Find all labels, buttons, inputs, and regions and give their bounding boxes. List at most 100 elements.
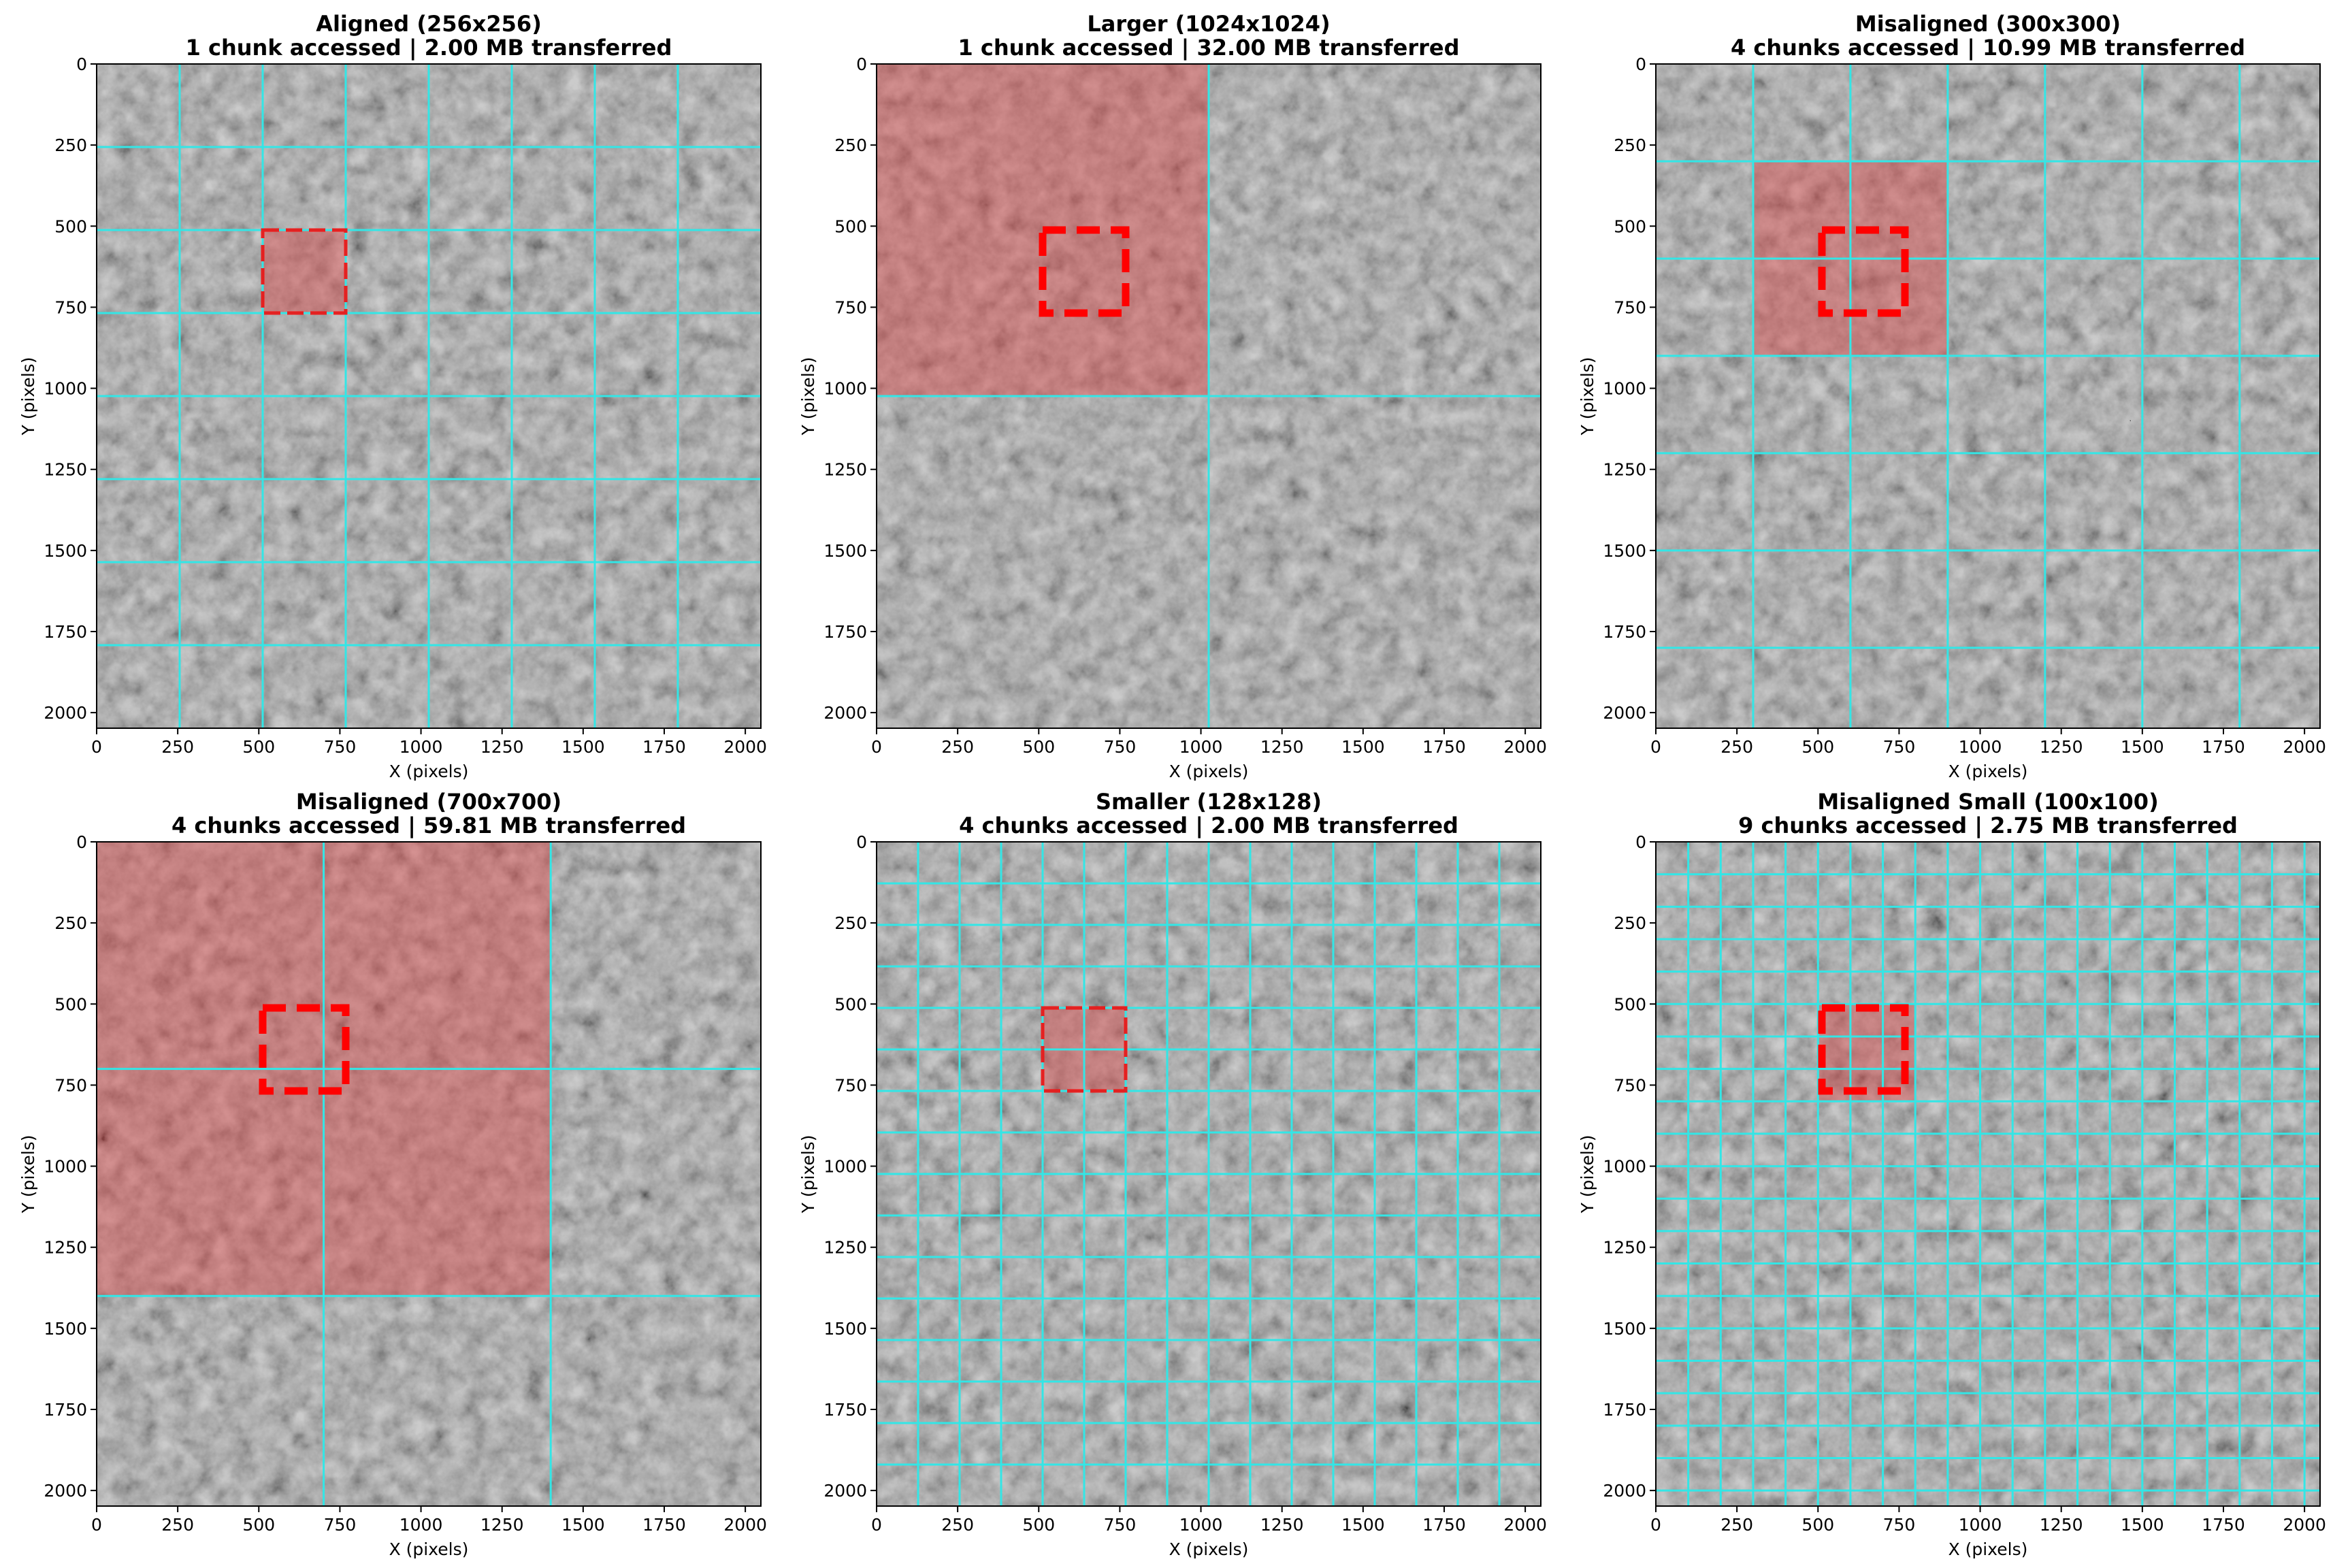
x-tick-label: 1000 (399, 737, 443, 757)
x-tick-label: 2000 (723, 737, 767, 757)
y-tick-label: 500 (834, 216, 867, 236)
x-tick-label: 1000 (1179, 1515, 1223, 1535)
x-tick-label: 1500 (1341, 737, 1385, 757)
y-tick-label: 0 (1635, 832, 1646, 852)
subplot-panels: 0 250 500 750 1000 1250 1500 1750 20000250500750… (18, 11, 2326, 1559)
x-tick-label: 0 (1650, 1515, 1661, 1535)
x-tick-label: 0 (1650, 737, 1661, 757)
subplot-title: Misaligned (700x700) (296, 789, 561, 815)
y-axis-label: Y (pixels) (1578, 357, 1597, 436)
y-tick-label: 1000 (44, 379, 87, 399)
image-texture (1656, 842, 2320, 1506)
y-tick-label: 1250 (44, 1238, 87, 1258)
plot-area (97, 842, 761, 1506)
axes-frame (876, 841, 1541, 1507)
y-tick-label: 750 (54, 1075, 87, 1095)
x-tick-label: 1750 (1422, 737, 1466, 757)
y-tick-label: 1500 (44, 541, 87, 561)
plot-area (877, 64, 1541, 728)
x-tick-label: 0 (871, 1515, 882, 1535)
x-axis-label: X (pixels) (1948, 1539, 2028, 1559)
y-tick-label: 250 (834, 913, 867, 933)
subplot-subtitle: 4 chunks accessed | 2.00 MB transferred (959, 813, 1458, 839)
y-tick-label: 0 (76, 54, 87, 74)
x-tick-label: 1500 (1341, 1515, 1385, 1535)
subplot-6: 0 250 500 750 1000 1250 1500 1750 20000250500750… (1578, 789, 2326, 1559)
y-tick-label: 500 (54, 216, 87, 236)
x-tick-label: 2000 (1503, 1515, 1547, 1535)
y-tick-label: 0 (1635, 54, 1646, 74)
y-tick-label: 1750 (44, 1400, 87, 1420)
y-tick-label: 750 (1614, 297, 1646, 317)
subplot-title: Aligned (256x256) (316, 11, 542, 37)
y-tick-label: 1500 (823, 541, 867, 561)
y-tick-label: 500 (1614, 994, 1646, 1014)
x-tick-label: 2000 (2283, 1515, 2326, 1535)
y-tick-label: 1750 (823, 622, 867, 642)
subplot-5: 0 250 500 750 1000 1250 1500 1750 20000250500750… (798, 789, 1547, 1559)
x-axis-label: X (pixels) (1169, 762, 1249, 781)
x-tick-label: 250 (1720, 1515, 1753, 1535)
y-tick-label: 1250 (823, 1238, 867, 1258)
y-tick-label: 2000 (1603, 703, 1646, 723)
y-axis-label: Y (pixels) (18, 1135, 38, 1214)
subplot-3: 0 250 500 750 1000 1250 1500 1750 20000250500750… (1578, 11, 2326, 781)
y-tick-label: 250 (1614, 913, 1646, 933)
y-tick-label: 1750 (1603, 1400, 1646, 1420)
x-tick-label: 2000 (723, 1515, 767, 1535)
y-tick-label: 1500 (1603, 541, 1646, 561)
y-tick-label: 2000 (44, 1481, 87, 1501)
x-tick-label: 1750 (1422, 1515, 1466, 1535)
x-tick-label: 1500 (561, 1515, 605, 1535)
x-tick-label: 1000 (1959, 1515, 2002, 1535)
axes-frame (1655, 63, 2321, 729)
subplot-1: 0 250 500 750 1000 1250 1500 1750 20000250500750… (18, 11, 767, 781)
subplot-subtitle: 4 chunks accessed | 59.81 MB transferred (172, 813, 686, 839)
subplot-title: Misaligned (300x300) (1855, 11, 2121, 37)
y-tick-label: 750 (834, 297, 867, 317)
x-tick-label: 1000 (399, 1515, 443, 1535)
y-tick-label: 0 (856, 832, 867, 852)
y-axis-label: Y (pixels) (798, 357, 818, 436)
axes-frame (96, 841, 762, 1507)
subplot-title: Larger (1024x1024) (1087, 11, 1330, 37)
y-tick-label: 750 (1614, 1075, 1646, 1095)
query-box (1818, 226, 1909, 317)
y-tick-label: 1750 (823, 1400, 867, 1420)
y-tick-label: 1000 (44, 1157, 87, 1177)
y-tick-label: 750 (54, 297, 87, 317)
x-tick-label: 500 (1801, 1515, 1834, 1535)
y-tick-label: 500 (1614, 216, 1646, 236)
query-box (261, 228, 348, 315)
y-tick-label: 1250 (1603, 460, 1646, 480)
query-box (259, 1004, 350, 1095)
y-tick-label: 1500 (44, 1319, 87, 1339)
y-tick-label: 1250 (823, 460, 867, 480)
y-tick-label: 750 (834, 1075, 867, 1095)
y-tick-label: 1000 (1603, 379, 1646, 399)
y-axis-label: Y (pixels) (1578, 1135, 1597, 1214)
x-tick-label: 1250 (2040, 737, 2083, 757)
y-tick-label: 250 (834, 135, 867, 155)
x-tick-label: 500 (1801, 737, 1834, 757)
y-tick-label: 250 (54, 913, 87, 933)
subplot-title: Smaller (128x128) (1096, 789, 1322, 815)
x-tick-label: 0 (871, 737, 882, 757)
x-tick-label: 250 (941, 1515, 974, 1535)
x-tick-label: 1250 (1260, 1515, 1304, 1535)
x-tick-label: 500 (242, 1515, 275, 1535)
y-axis-label: Y (pixels) (798, 1135, 818, 1214)
y-tick-label: 500 (834, 994, 867, 1014)
x-tick-label: 250 (941, 737, 974, 757)
x-tick-label: 1250 (1260, 737, 1304, 757)
subplot-title: Misaligned Small (100x100) (1817, 789, 2158, 815)
subplot-subtitle: 1 chunk accessed | 2.00 MB transferred (186, 35, 672, 61)
x-tick-label: 1000 (1959, 737, 2002, 757)
x-tick-label: 250 (161, 737, 194, 757)
y-tick-label: 250 (54, 135, 87, 155)
image-texture (1656, 64, 2320, 728)
x-tick-label: 500 (1022, 1515, 1055, 1535)
x-tick-label: 1750 (642, 737, 686, 757)
x-tick-label: 1000 (1179, 737, 1223, 757)
subplot-4: 0 250 500 750 1000 1250 1500 1750 20000250500750… (18, 789, 767, 1559)
